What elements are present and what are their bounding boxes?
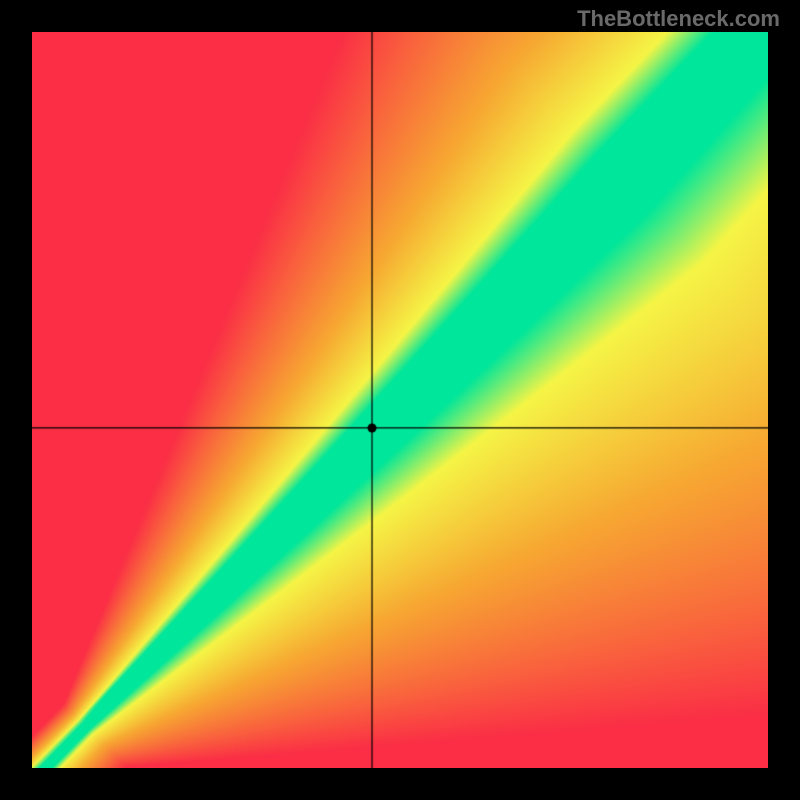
heatmap-plot (32, 32, 768, 768)
heatmap-canvas (32, 32, 768, 768)
watermark-text: TheBottleneck.com (577, 6, 780, 32)
